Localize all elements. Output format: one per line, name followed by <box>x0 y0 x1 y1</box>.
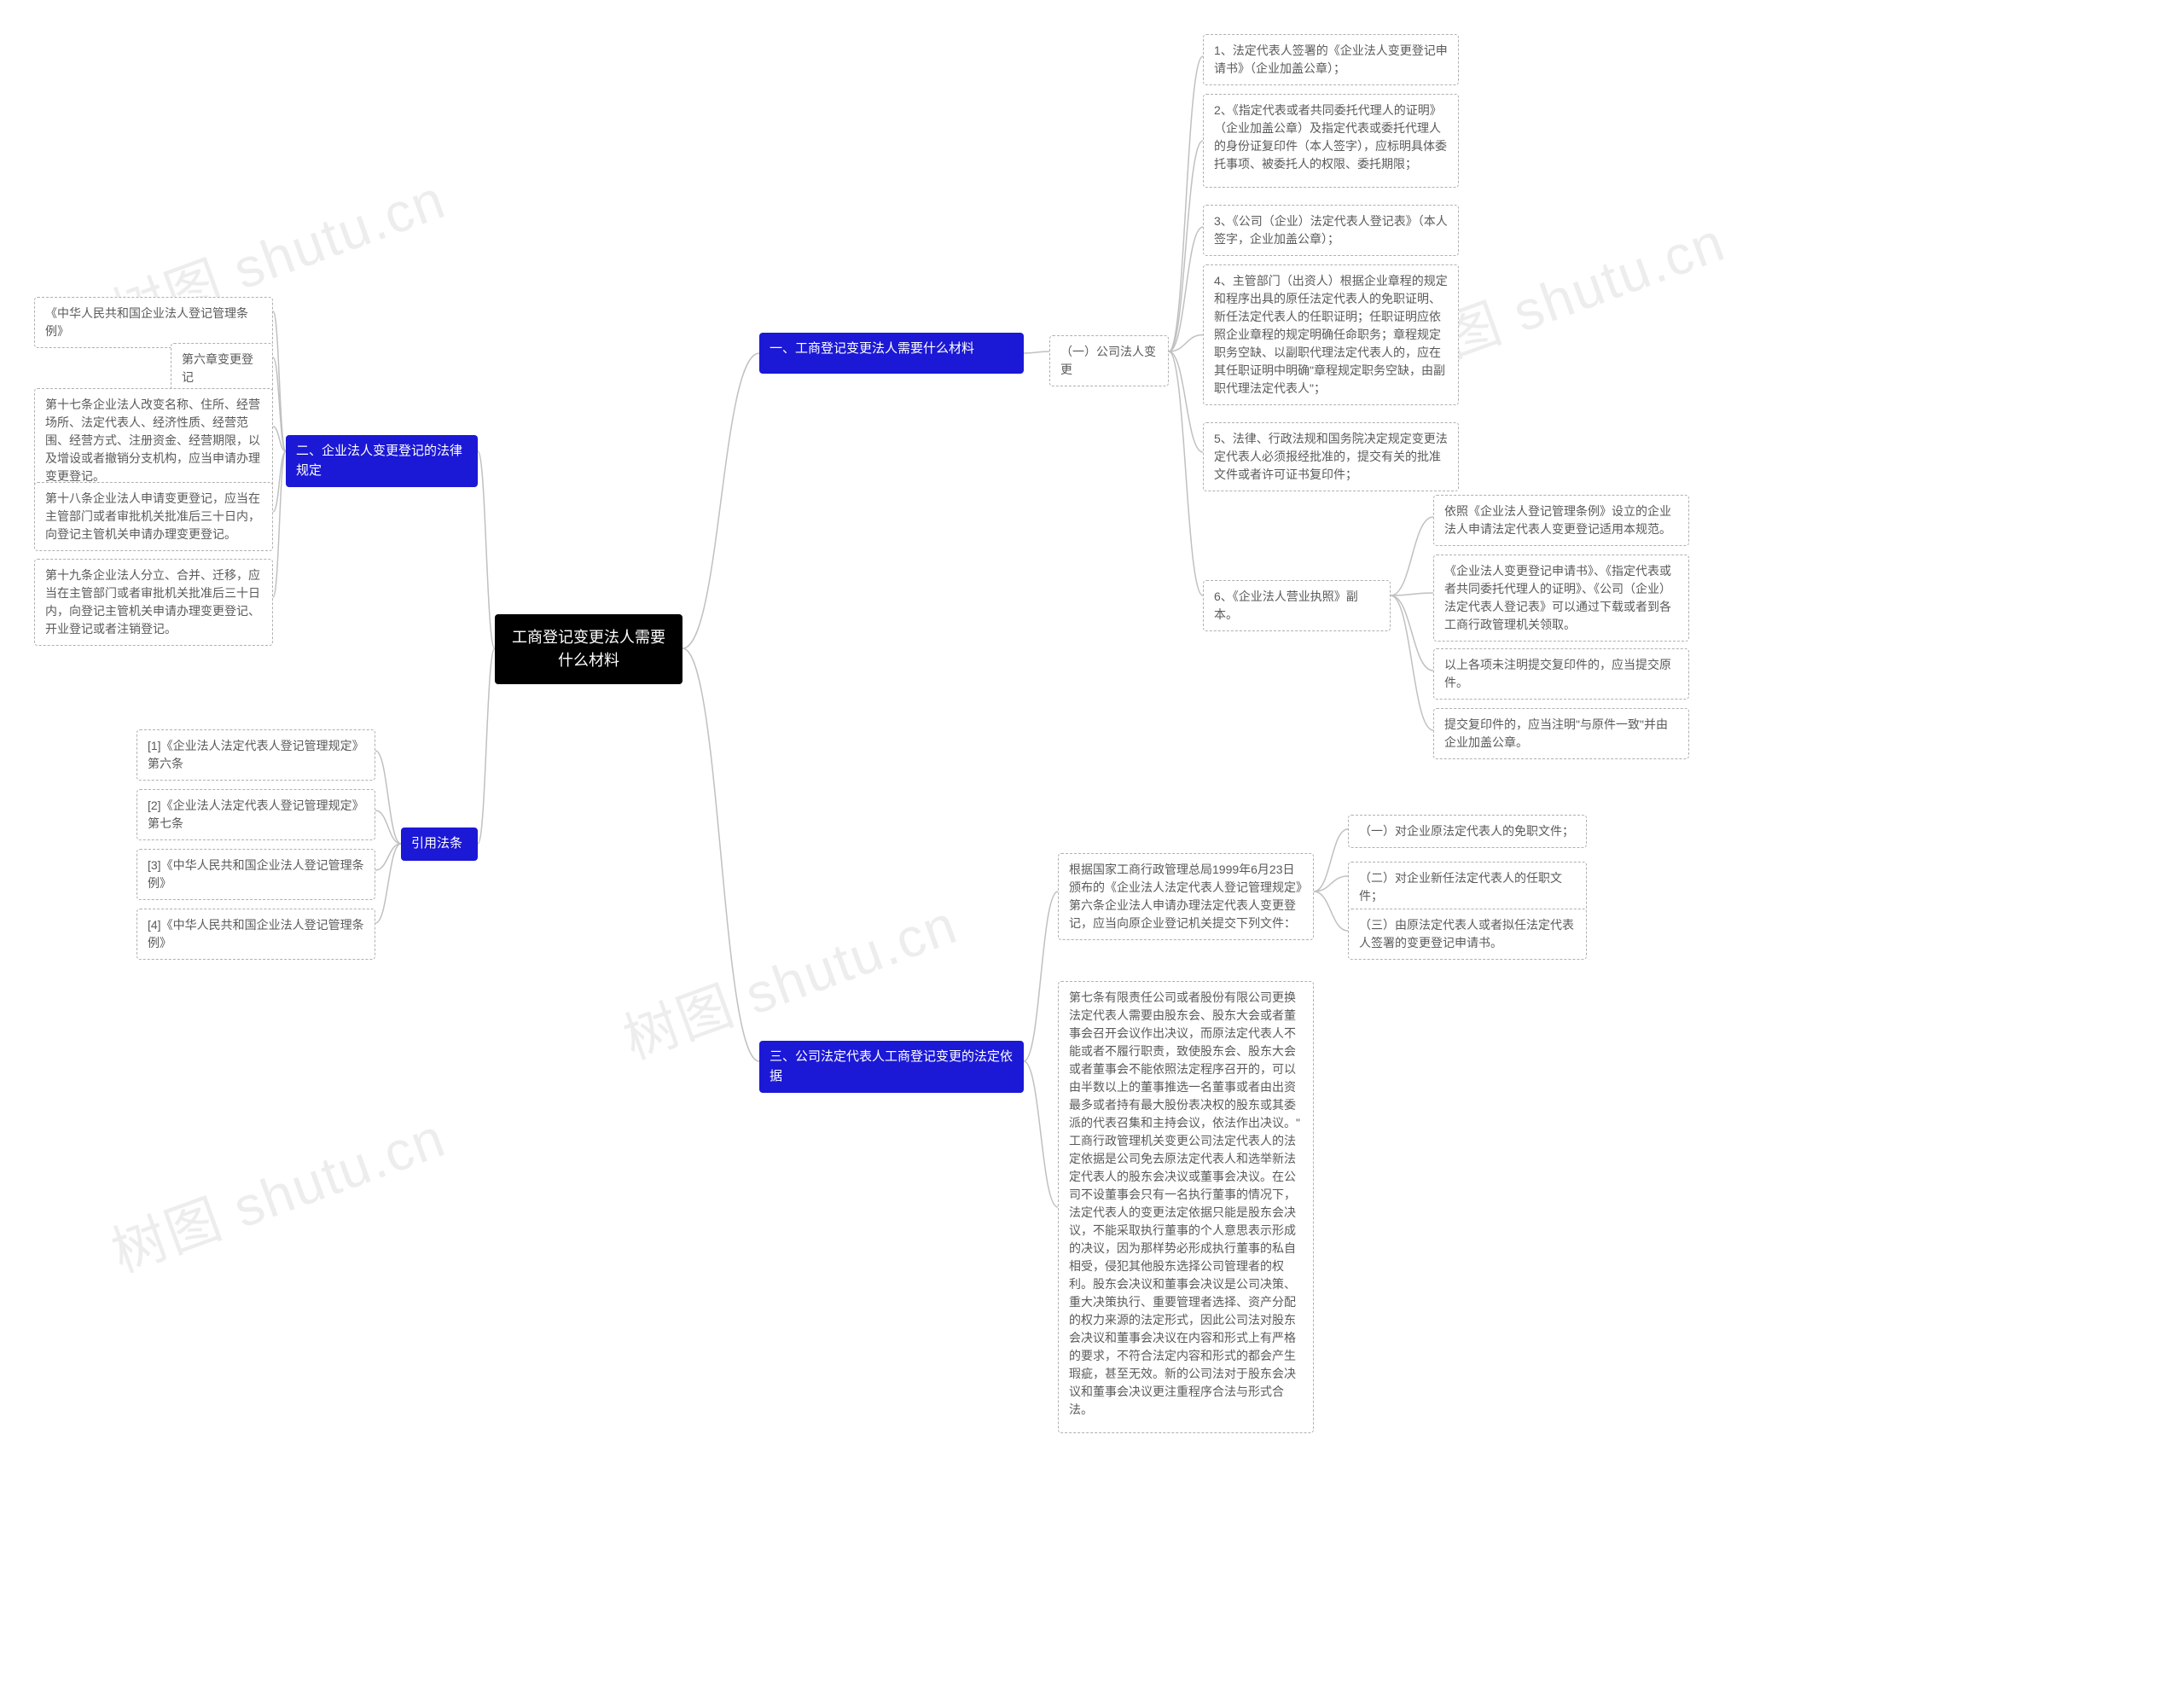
connectors-layer <box>0 0 2184 1690</box>
branch-cite: 引用法条 <box>401 828 478 861</box>
leaf-sec1-item6-sub1: 依照《企业法人登记管理条例》设立的企业法人申请法定代表人变更登记适用本规范。 <box>1433 495 1689 546</box>
leaf-cite-2: [2]《企业法人法定代表人登记管理规定》第七条 <box>136 789 375 840</box>
leaf-sec2-item1: 《中华人民共和国企业法人登记管理条例》 <box>34 297 273 348</box>
leaf-cite-4: [4]《中华人民共和国企业法人登记管理条例》 <box>136 909 375 960</box>
branch-sec1: 一、工商登记变更法人需要什么材料 <box>759 333 1024 374</box>
leaf-sec2-item4: 第十八条企业法人申请变更登记，应当在主管部门或者审批机关批准后三十日内，向登记主… <box>34 482 273 551</box>
leaf-sec3-p1-sub3: （三）由原法定代表人或者拟任法定代表人签署的变更登记申请书。 <box>1348 909 1587 960</box>
leaf-sec1-item5: 5、法律、行政法规和国务院决定规定变更法定代表人必须报经批准的，提交有关的批准文… <box>1203 422 1459 491</box>
leaf-sec1-item6-sub3: 以上各项未注明提交复印件的，应当提交原件。 <box>1433 648 1689 700</box>
leaf-sec1-item6-sub2: 《企业法人变更登记申请书》、《指定代表或者共同委托代理人的证明》、《公司（企业）… <box>1433 555 1689 642</box>
leaf-sec2-item3: 第十七条企业法人改变名称、住所、经营场所、法定代表人、经济性质、经营范围、经营方… <box>34 388 273 493</box>
leaf-sec3-p1-sub1: （一）对企业原法定代表人的免职文件； <box>1348 815 1587 848</box>
leaf-sec1-sub1: （一）公司法人变更 <box>1049 335 1169 386</box>
leaf-cite-1: [1]《企业法人法定代表人登记管理规定》第六条 <box>136 729 375 781</box>
leaf-sec3-p1-sub2: （二）对企业新任法定代表人的任职文件； <box>1348 862 1587 913</box>
leaf-sec1-item3: 3、《公司（企业）法定代表人登记表》（本人签字，企业加盖公章）； <box>1203 205 1459 256</box>
leaf-sec1-item6-sub4: 提交复印件的，应当注明"与原件一致"并由企业加盖公章。 <box>1433 708 1689 759</box>
leaf-sec2-item2: 第六章变更登记 <box>171 343 273 394</box>
leaf-sec2-item5: 第十九条企业法人分立、合并、迁移，应当在主管部门或者审批机关批准后三十日内，向登… <box>34 559 273 646</box>
branch-sec2: 二、企业法人变更登记的法律规定 <box>286 435 478 487</box>
leaf-sec1-item6: 6、《企业法人营业执照》副本。 <box>1203 580 1391 631</box>
leaf-cite-3: [3]《中华人民共和国企业法人登记管理条例》 <box>136 849 375 900</box>
branch-sec3: 三、公司法定代表人工商登记变更的法定依据 <box>759 1041 1024 1093</box>
leaf-sec1-item2: 2、《指定代表或者共同委托代理人的证明》（企业加盖公章）及指定代表或委托代理人的… <box>1203 94 1459 188</box>
leaf-sec3-p1: 根据国家工商行政管理总局1999年6月23日颁布的《企业法人法定代表人登记管理规… <box>1058 853 1314 940</box>
watermark: 树图 shutu.cn <box>100 1095 455 1288</box>
root-node: 工商登记变更法人需要什么材料 <box>495 614 682 684</box>
leaf-sec1-item4: 4、主管部门（出资人）根据企业章程的规定和程序出具的原任法定代表人的免职证明、新… <box>1203 264 1459 405</box>
leaf-sec1-item1: 1、法定代表人签署的《企业法人变更登记申请书》（企业加盖公章）； <box>1203 34 1459 85</box>
leaf-sec3-p2: 第七条有限责任公司或者股份有限公司更换法定代表人需要由股东会、股东大会或者董事会… <box>1058 981 1314 1433</box>
